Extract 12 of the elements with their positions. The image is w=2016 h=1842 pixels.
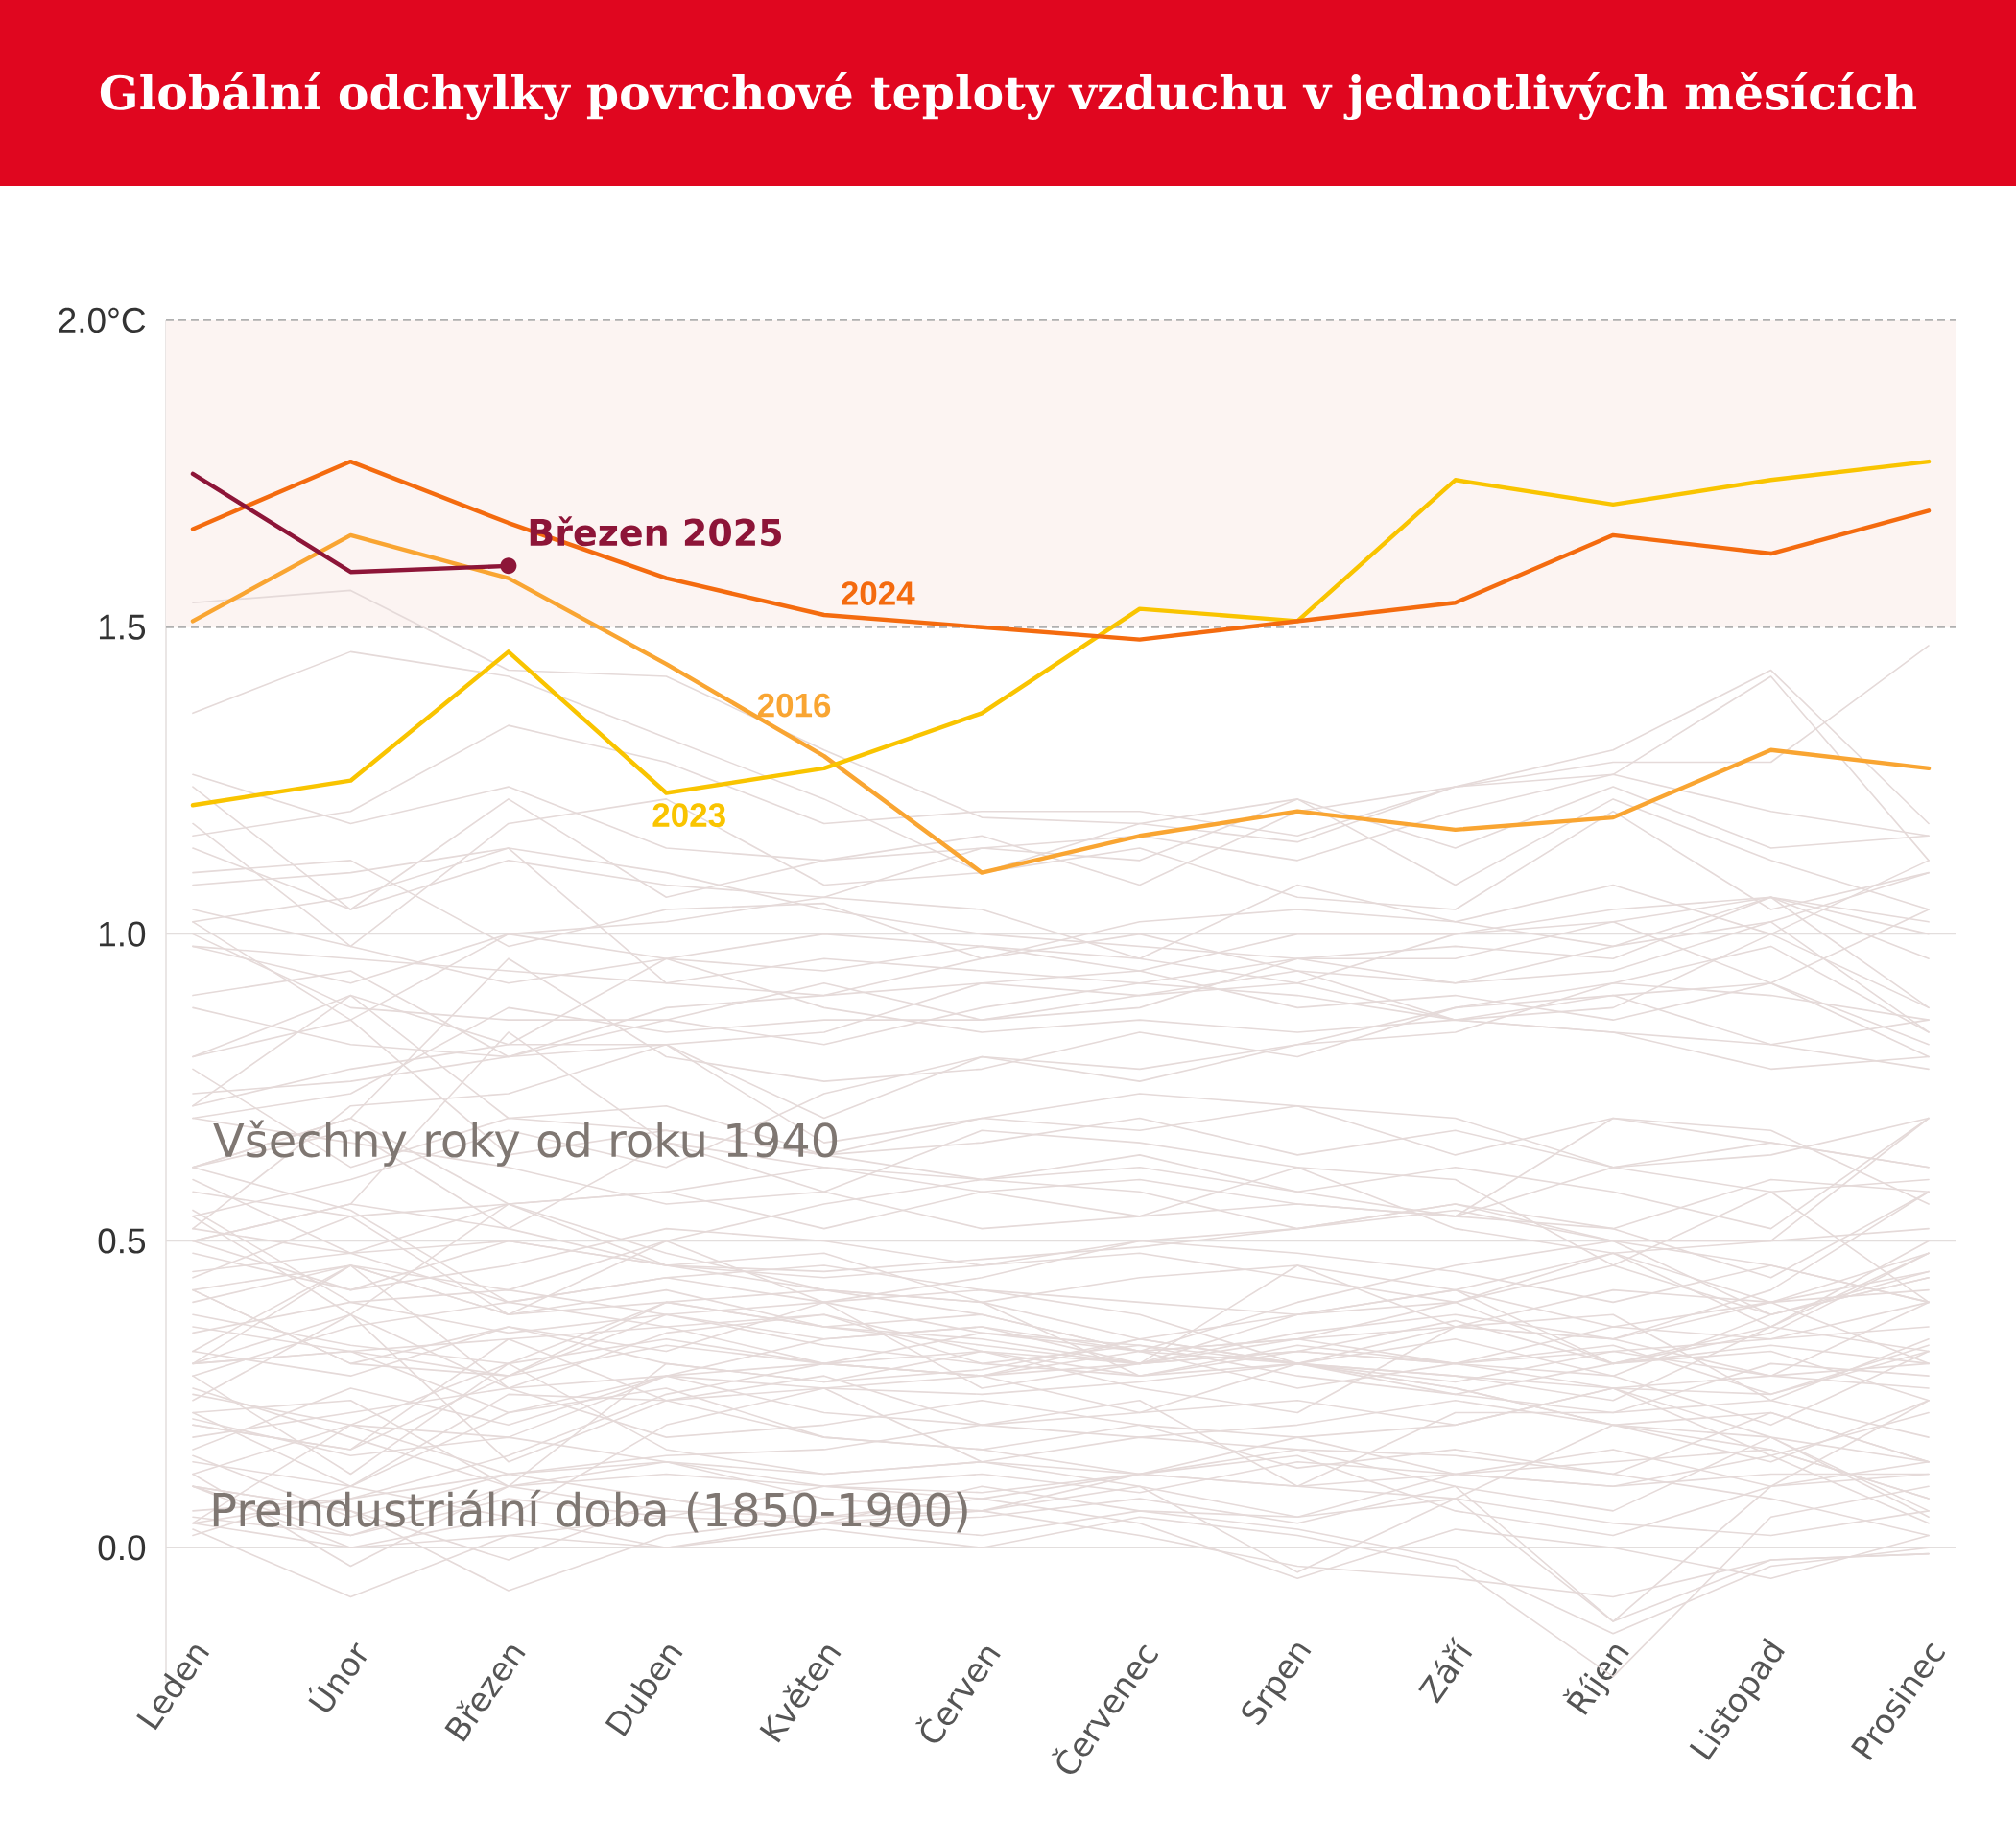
series-label: 2023 [652,803,725,828]
y-tick-label: 1.0 [99,921,146,947]
y-tick-label: 1.5 [99,614,146,640]
series-label: 2016 [757,693,831,718]
series-label: 2024 [842,581,915,605]
y-tick-label: 0.5 [98,1228,146,1254]
y-tick-label: 0.0 [98,1535,146,1561]
chart-title: Globální odchylky povrchové teploty vzduchu v jednotlivých měsících [100,71,1917,121]
annotation: Březen 2025 [530,516,782,547]
annotation: Všechny roky od roku 1940 [213,1120,838,1167]
y-tick-label: 2.0°C [59,307,146,334]
annotation: Preindustriální doba (1850-1900) [213,1489,967,1533]
